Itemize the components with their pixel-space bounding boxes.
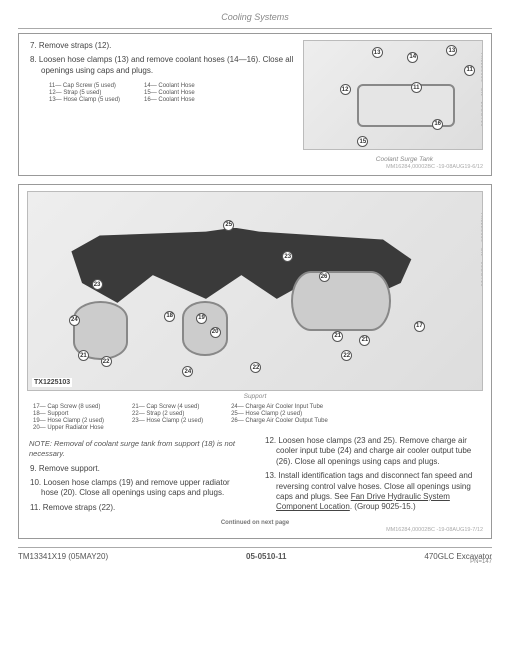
legend-item: 12— Strap (5 used) [49, 90, 120, 96]
legend-item: 15— Coolant Hose [144, 90, 195, 96]
legend-column: 17— Cap Screw (8 used)18— Support19— Hos… [33, 404, 104, 431]
callout-22: 22 [341, 350, 352, 361]
callout-11: 11 [464, 65, 475, 76]
steps-columns: NOTE: Removal of coolant surge tank from… [27, 435, 483, 516]
callout-23: 23 [92, 279, 103, 290]
legend-column: 11— Cap Screw (5 used)12— Strap (5 used)… [49, 83, 120, 103]
legend-item: 14— Coolant Hose [144, 83, 195, 89]
legend-item: 26— Charge Air Cooler Output Tube [231, 418, 328, 424]
figure-surge-tank: TX1229660—UN—29OCT18 13 14 13 11 12 11 15 16 [303, 40, 483, 150]
step-13: 13. Install identification tags and disc… [262, 470, 483, 516]
callout-24: 24 [69, 315, 80, 326]
legend-item: 18— Support [33, 411, 104, 417]
footer-center: 05-0510-11 [246, 552, 286, 561]
legend-item: 24— Charge Air Cooler Input Tube [231, 404, 328, 410]
fig2-side-code: TX1229660—UN—06OCT18 [479, 212, 483, 287]
callout-26: 26 [319, 271, 330, 282]
fig2-tx-code: TX1225103 [32, 378, 72, 387]
continued-label: Continued on next page [27, 520, 483, 526]
legend-item: 17— Cap Screw (8 used) [33, 404, 104, 410]
fig2-caption: Support [27, 393, 483, 400]
fig1-side-code: TX1229660—UN—29OCT18 [479, 52, 483, 127]
legend-item: 13— Hose Clamp (5 used) [49, 97, 120, 103]
callout-16: 16 [432, 119, 443, 130]
footer-left: TM13341X19 (05MAY20) [18, 552, 108, 561]
fig1-caption: Coolant Surge Tank [27, 156, 483, 163]
legend-item: 22— Strap (2 used) [132, 411, 203, 417]
panel-surge-tank: TX1229660—UN—29OCT18 1314131112111516 7.… [18, 33, 492, 176]
micro-ref-2: MM16284,00002BC -19-08AUG19-7/12 [27, 527, 483, 533]
figure-support: TX1229660—UN—06OCT18 TX1225103 23 24 21 22 1… [27, 191, 483, 391]
panel-support: TX1229660—UN—06OCT18 TX1225103 23 24 21 22 1… [18, 184, 492, 539]
callout-22: 22 [101, 356, 112, 367]
legend-item: 16— Coolant Hose [144, 97, 195, 103]
legend-column: 21— Cap Screw (4 used)22— Strap (2 used)… [132, 404, 203, 431]
note: NOTE: Removal of coolant surge tank from… [27, 435, 248, 463]
callout-25: 25 [223, 220, 234, 231]
callout-13: 13 [372, 47, 383, 58]
right-column: 12. Loosen hose clamps (23 and 25). Remo… [262, 435, 483, 516]
callout-11: 11 [411, 82, 422, 93]
callout-13: 13 [446, 45, 457, 56]
callout-14: 14 [407, 52, 418, 63]
callout-12: 12 [340, 84, 351, 95]
legend-item: 20— Upper Radiator Hose [33, 425, 104, 431]
micro-ref-1: MM16284,00002BC -19-08AUG19-6/12 [27, 164, 483, 170]
legend-item: 19— Hose Clamp (2 used) [33, 418, 104, 424]
section-header: Cooling Systems [18, 8, 492, 29]
legend-column: 14— Coolant Hose15— Coolant Hose16— Cool… [144, 83, 195, 103]
callout-22: 22 [250, 362, 261, 373]
legend-item: 21— Cap Screw (4 used) [132, 404, 203, 410]
step-9: 9. Remove support. [27, 463, 248, 477]
legend-item: 25— Hose Clamp (2 used) [231, 411, 328, 417]
legend-column: 24— Charge Air Cooler Input Tube25— Hose… [231, 404, 328, 431]
left-column: NOTE: Removal of coolant surge tank from… [27, 435, 248, 516]
step-11: 11. Remove straps (22). [27, 502, 248, 516]
legend-item: 11— Cap Screw (5 used) [49, 83, 120, 89]
step-10: 10. Loosen hose clamps (19) and remove u… [27, 477, 248, 502]
callout-21: 21 [332, 331, 343, 342]
callout-21: 21 [359, 335, 370, 346]
legend-item: 23— Hose Clamp (2 used) [132, 418, 203, 424]
page: Cooling Systems TX1229660—UN—29OCT18 13 1… [0, 0, 510, 573]
step-12: 12. Loosen hose clamps (23 and 25). Remo… [262, 435, 483, 470]
callout-19: 19 [196, 313, 207, 324]
callout-24: 24 [182, 366, 193, 377]
legend-1: 11— Cap Screw (5 used)12— Strap (5 used)… [27, 83, 295, 103]
legend-2: 17— Cap Screw (8 used)18— Support19— Hos… [27, 404, 483, 431]
callout-15: 15 [357, 136, 368, 147]
callout-20: 20 [210, 327, 221, 338]
callout-18: 18 [164, 311, 175, 322]
callout-17: 17 [414, 321, 425, 332]
callout-21: 21 [78, 350, 89, 361]
